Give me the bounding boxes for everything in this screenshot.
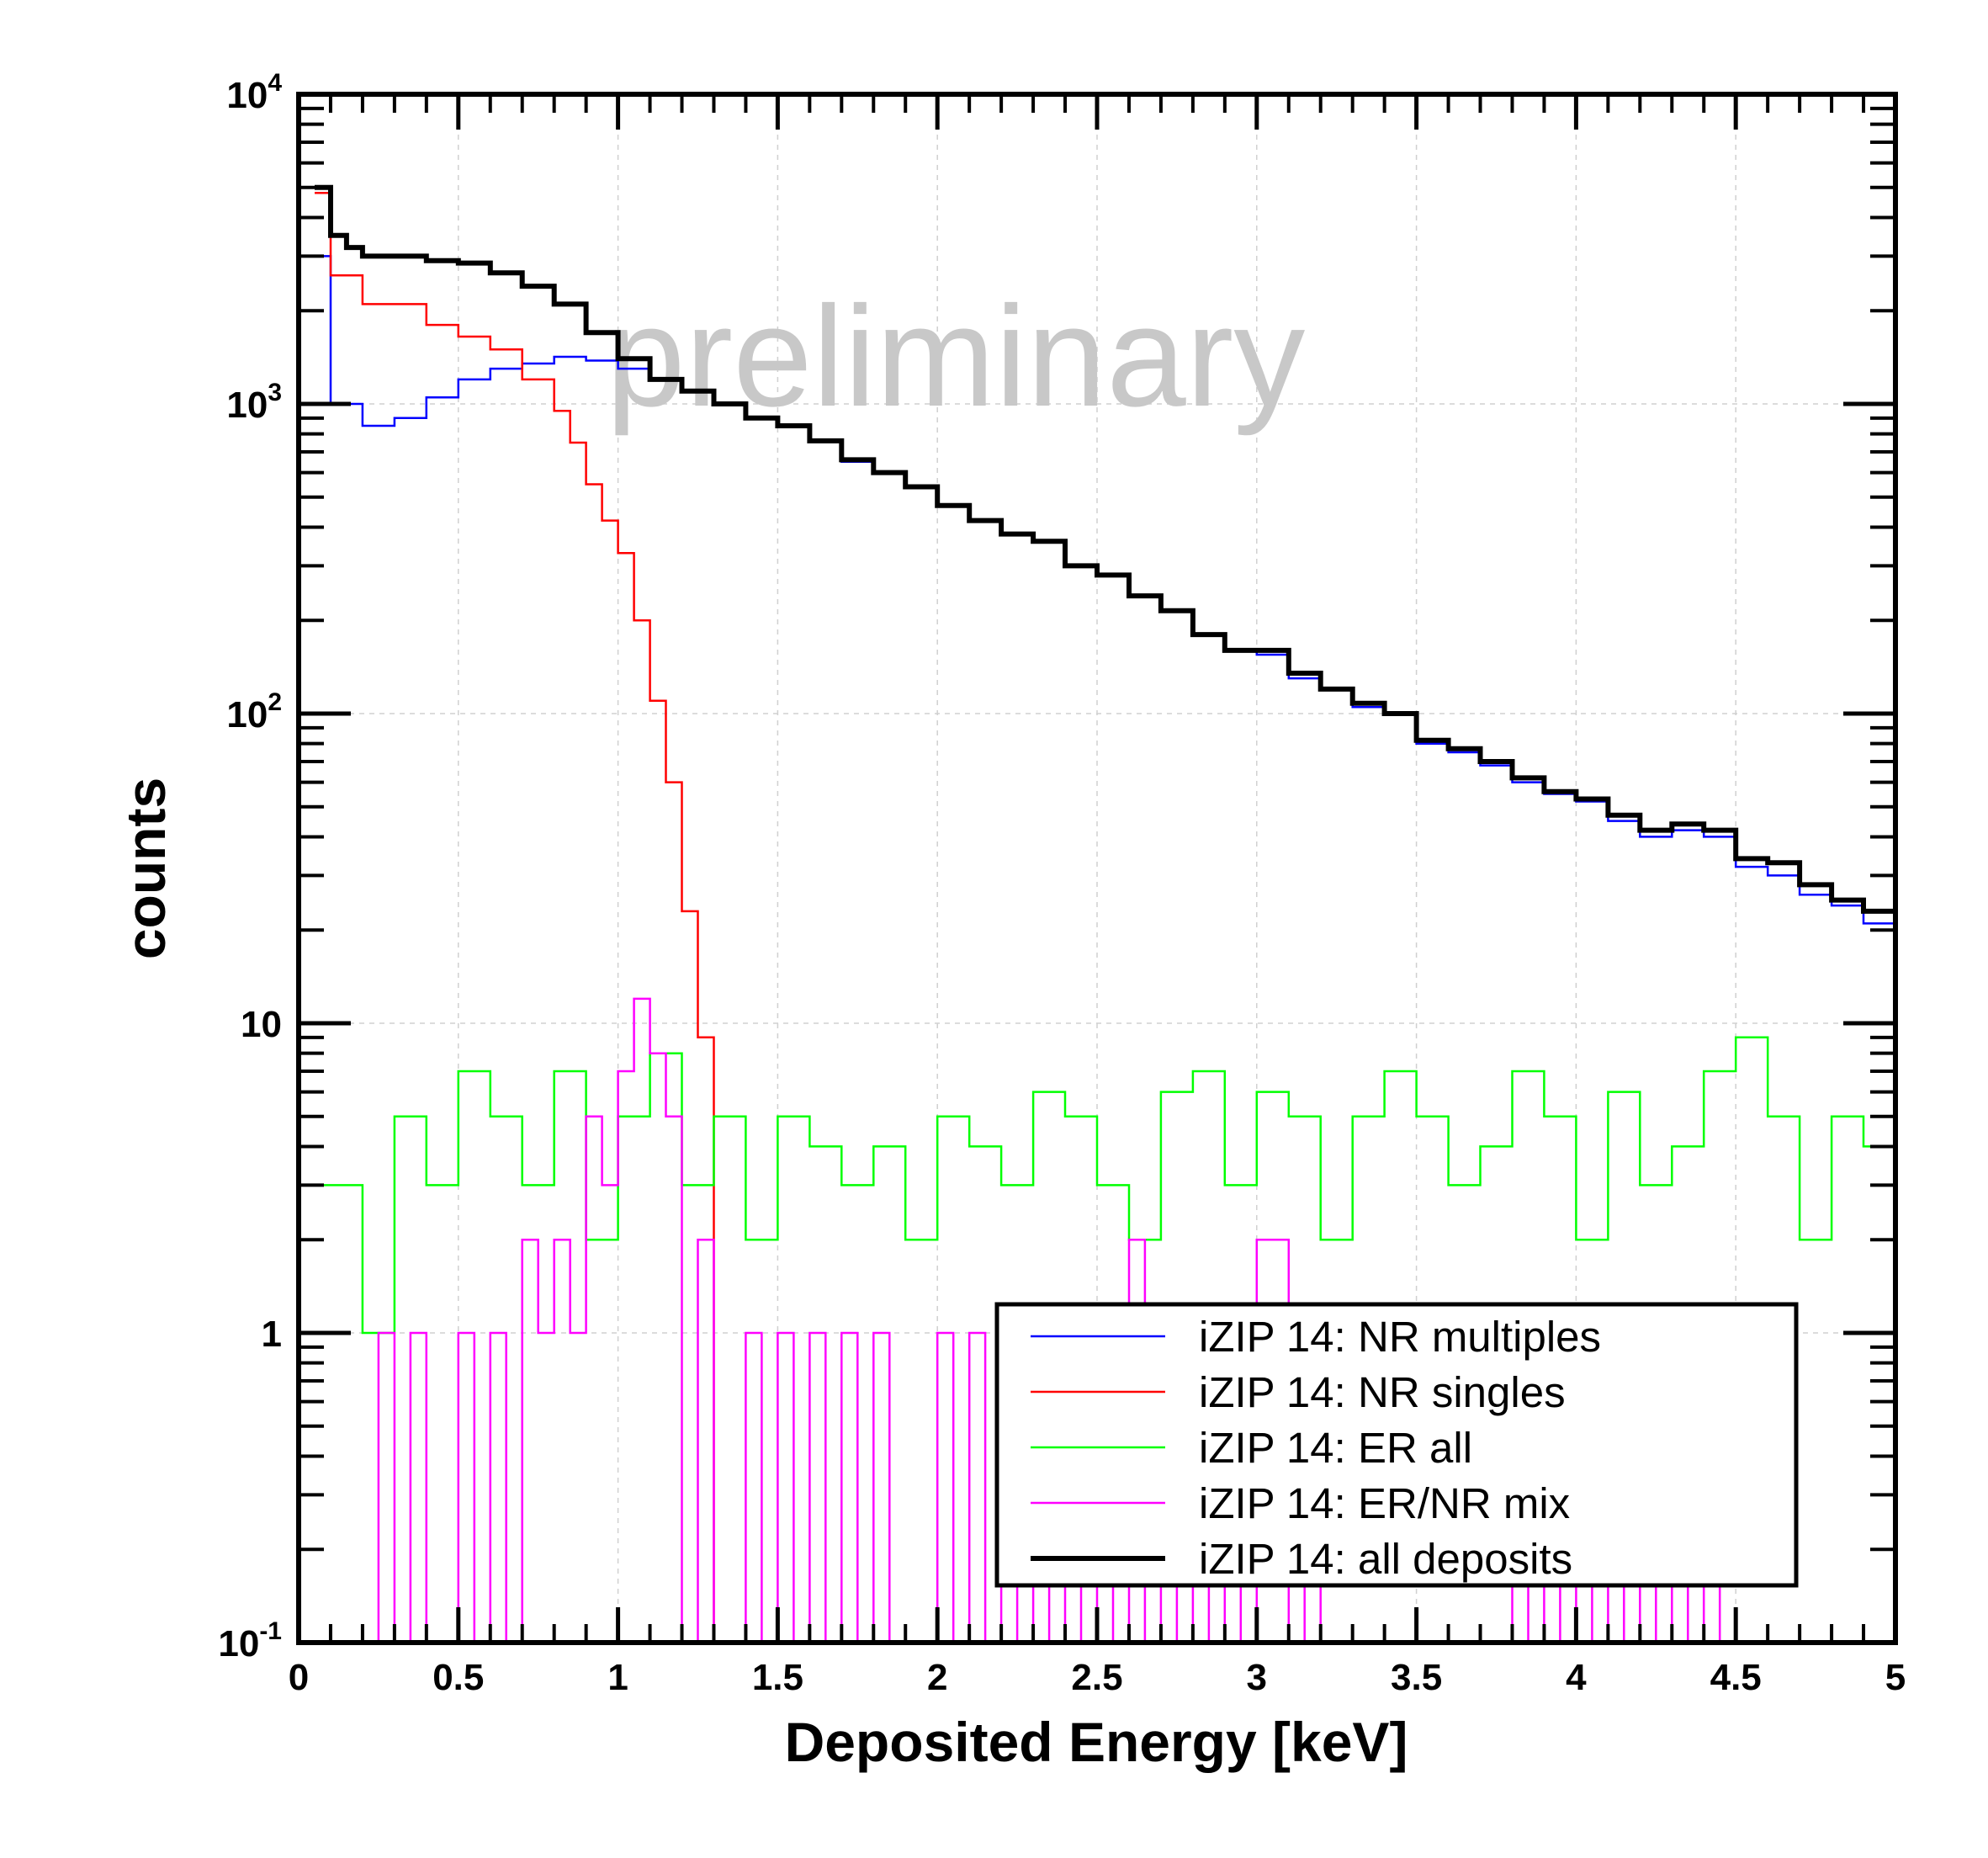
y-tick-labels: 10-1 1 10 102 103 104 bbox=[218, 69, 282, 1664]
y-tick-label: 104 bbox=[226, 69, 282, 116]
y-tick-label: 10 bbox=[241, 1004, 282, 1045]
x-tick-label: 2 bbox=[927, 1657, 947, 1698]
x-axis-title: Deposited Energy [keV] bbox=[785, 1711, 1408, 1773]
x-tick-label: 0 bbox=[289, 1657, 309, 1698]
x-tick-labels: 0 0.5 1 1.5 2 2.5 3 3.5 4 4.5 5 bbox=[289, 1657, 1906, 1698]
y-tick-label: 103 bbox=[226, 379, 282, 426]
legend-label: iZIP 14: NR multiples bbox=[1199, 1313, 1601, 1361]
watermark-text: preliminary bbox=[606, 277, 1305, 437]
legend-label: iZIP 14: ER all bbox=[1199, 1424, 1472, 1472]
series-izip-14-all-deposits bbox=[315, 184, 1898, 931]
legend-label: iZIP 14: ER/NR mix bbox=[1199, 1479, 1570, 1527]
series-layer bbox=[299, 184, 1898, 1644]
x-tick-label: 3.5 bbox=[1391, 1657, 1442, 1698]
series-izip-14-nr-singles bbox=[315, 192, 715, 1643]
y-tick-label: 10-1 bbox=[218, 1617, 282, 1664]
ticks bbox=[296, 92, 1898, 1645]
legend: iZIP 14: NR multiples iZIP 14: NR singles… bbox=[994, 1302, 1799, 1588]
x-tick-label: 4 bbox=[1566, 1657, 1587, 1698]
x-tick-label: 1 bbox=[607, 1657, 628, 1698]
y-axis-title: counts bbox=[114, 778, 177, 959]
x-tick-label: 1.5 bbox=[752, 1657, 803, 1698]
x-tick-label: 0.5 bbox=[432, 1657, 484, 1698]
x-tick-label: 2.5 bbox=[1071, 1657, 1122, 1698]
x-tick-label: 4.5 bbox=[1710, 1657, 1762, 1698]
x-tick-label: 3 bbox=[1247, 1657, 1267, 1698]
legend-items: iZIP 14: NR multiples iZIP 14: NR singles… bbox=[1031, 1313, 1601, 1583]
y-tick-label: 102 bbox=[226, 688, 282, 735]
legend-label: iZIP 14: NR singles bbox=[1199, 1368, 1566, 1416]
x-tick-label: 5 bbox=[1885, 1657, 1906, 1698]
y-tick-label: 1 bbox=[262, 1314, 282, 1355]
legend-label: iZIP 14: all deposits bbox=[1199, 1535, 1572, 1583]
legend-box bbox=[994, 1302, 1799, 1588]
